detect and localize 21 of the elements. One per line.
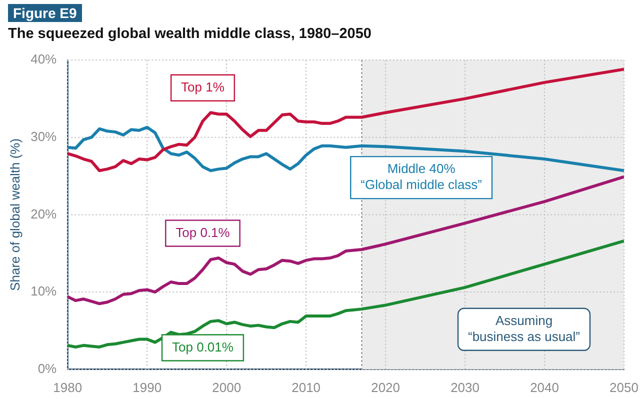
x-tick-label: 2040 — [530, 380, 559, 395]
chart-title: Figure E9 — [8, 4, 82, 22]
y-axis-title: Share of global wealth (%) — [7, 138, 22, 291]
y-tick-label: 40% — [30, 52, 58, 67]
x-tick-label: 2020 — [371, 380, 400, 395]
x-tick-label: 1990 — [132, 380, 162, 395]
series-label: Top 0.1% — [176, 224, 230, 240]
band-label: Assuming “business as usual” — [468, 312, 580, 344]
series-label: Top 1% — [181, 79, 225, 94]
series-label: Top 0.01% — [172, 339, 234, 354]
y-tick-label: 0% — [38, 360, 58, 376]
x-tick-label: 1980 — [53, 380, 82, 395]
y-tick-label: 30% — [30, 128, 58, 144]
series-label: Middle 40% “Global middle class” — [360, 161, 482, 192]
x-tick-label: 2010 — [292, 380, 321, 395]
y-tick-label: 10% — [30, 284, 58, 299]
x-tick-label: 2050 — [610, 380, 638, 395]
chart-subtitle: The squeezed global wealth middle class, 1980–2050 — [8, 26, 372, 42]
y-tick-label: 20% — [30, 206, 58, 222]
x-tick-label: 2030 — [450, 380, 480, 395]
x-tick-label: 2000 — [212, 380, 242, 395]
